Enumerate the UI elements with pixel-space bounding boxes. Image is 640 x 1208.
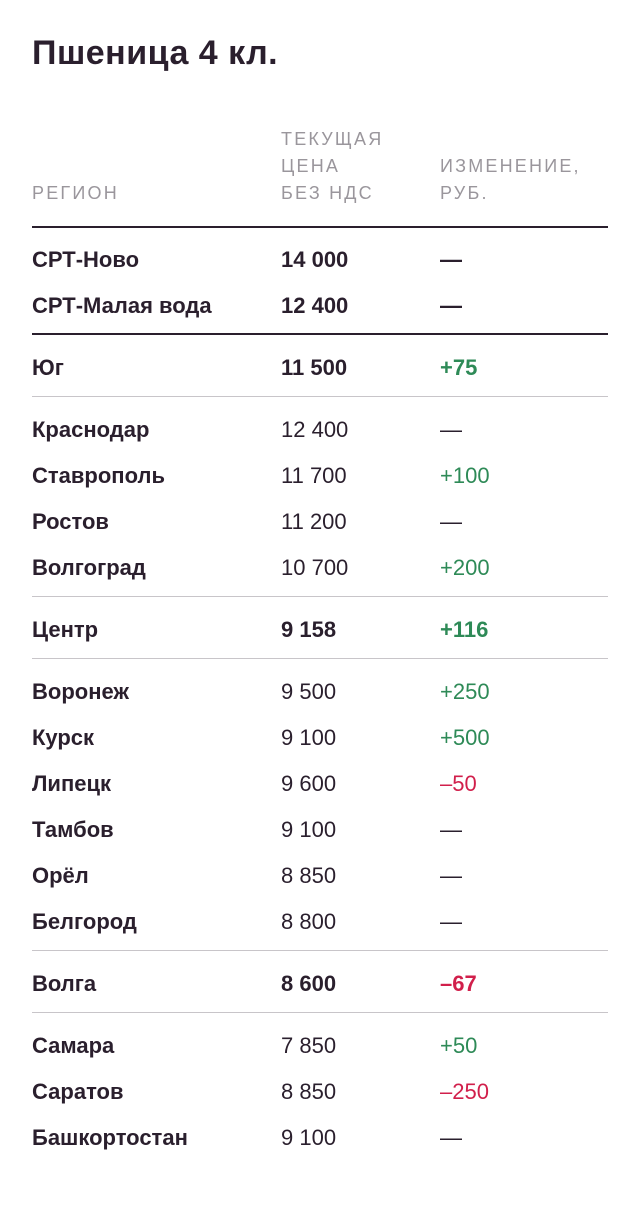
- cell-change: +75: [440, 355, 478, 380]
- table-row: Воронеж 9 500 +250: [32, 676, 608, 708]
- cell-price: 8 850: [281, 863, 337, 888]
- cell-price: 9 100: [281, 1125, 337, 1150]
- cell-change: —: [440, 417, 462, 442]
- cell-region: Юг: [32, 355, 64, 380]
- group-divider: [32, 1012, 608, 1013]
- cell-change: –250: [440, 1079, 489, 1104]
- group-divider-strong: [32, 333, 608, 335]
- cell-change: —: [440, 817, 462, 842]
- table-row: СРТ-Ново 14 000 —: [32, 244, 608, 276]
- cell-region: Саратов: [32, 1079, 124, 1104]
- table-row: Саратов 8 850 –250: [32, 1076, 608, 1108]
- cell-price: 9 500: [281, 679, 337, 704]
- cell-region: Волга: [32, 971, 97, 996]
- cell-region: Волгоград: [32, 555, 146, 580]
- cell-region: СРТ-Малая вода: [32, 293, 212, 318]
- cell-price: 11 500: [281, 355, 348, 380]
- table-row: Центр 9 158 +116: [32, 614, 608, 646]
- cell-change: —: [440, 909, 462, 934]
- cell-region: Башкортостан: [32, 1125, 188, 1150]
- header-region: РЕГИОН: [32, 183, 119, 203]
- page-title: Пшеница 4 кл.: [32, 34, 279, 72]
- cell-change: —: [440, 293, 462, 318]
- group-divider: [32, 596, 608, 597]
- cell-region: Центр: [32, 617, 99, 642]
- cell-region: Тамбов: [32, 817, 114, 842]
- cell-price: 14 000: [281, 247, 349, 272]
- cell-price: 9 600: [281, 771, 337, 796]
- table-row: Белгород 8 800 —: [32, 906, 608, 938]
- cell-price: 8 800: [281, 909, 337, 934]
- cell-region: Белгород: [32, 909, 137, 934]
- cell-change: —: [440, 1125, 462, 1150]
- table-row: Орёл 8 850 —: [32, 860, 608, 892]
- table-row: Ставрополь 11 700 +100: [32, 460, 608, 492]
- cell-change: +116: [440, 617, 489, 642]
- cell-region: Самара: [32, 1033, 115, 1058]
- cell-change: +50: [440, 1033, 478, 1058]
- cell-price: 9 158: [281, 617, 337, 642]
- cell-price: 11 200: [281, 509, 347, 534]
- cell-change: –67: [440, 971, 477, 996]
- cell-price: 12 400: [281, 417, 349, 442]
- cell-change: —: [440, 863, 462, 888]
- cell-price: 7 850: [281, 1033, 337, 1058]
- cell-region: Ростов: [32, 509, 109, 534]
- group-divider: [32, 658, 608, 659]
- cell-region: СРТ-Ново: [32, 247, 140, 272]
- header-price: ТЕКУЩАЯ ЦЕНА БЕЗ НДС: [281, 129, 384, 203]
- cell-change: –50: [440, 771, 477, 796]
- header-divider: [32, 226, 608, 228]
- cell-region: Липецк: [32, 771, 112, 796]
- table-row: Ростов 11 200 —: [32, 506, 608, 538]
- cell-change: +100: [440, 463, 490, 488]
- cell-region: Воронеж: [32, 679, 130, 704]
- table-row: Тамбов 9 100 —: [32, 814, 608, 846]
- cell-change: —: [440, 509, 462, 534]
- cell-change: +500: [440, 725, 490, 750]
- cell-region: Краснодар: [32, 417, 150, 442]
- cell-region: Курск: [32, 725, 95, 750]
- cell-price: 9 100: [281, 817, 337, 842]
- table-row: СРТ-Малая вода 12 400 —: [32, 290, 608, 322]
- cell-price: 11 700: [281, 463, 347, 488]
- cell-change: —: [440, 247, 462, 272]
- cell-price: 12 400: [281, 293, 349, 318]
- cell-price: 10 700: [281, 555, 349, 580]
- cell-price: 8 600: [281, 971, 337, 996]
- table-row: Юг 11 500 +75: [32, 352, 608, 384]
- table-row: Краснодар 12 400 —: [32, 414, 608, 446]
- cell-region: Орёл: [32, 863, 89, 888]
- cell-region: Ставрополь: [32, 463, 165, 488]
- table-row: Волгоград 10 700 +200: [32, 552, 608, 584]
- group-divider: [32, 396, 608, 397]
- cell-price: 8 850: [281, 1079, 337, 1104]
- table-row: Самара 7 850 +50: [32, 1030, 608, 1062]
- cell-price: 9 100: [281, 725, 337, 750]
- table-row: Курск 9 100 +500: [32, 722, 608, 754]
- cell-change: +250: [440, 679, 490, 704]
- group-divider: [32, 950, 608, 951]
- cell-change: +200: [440, 555, 490, 580]
- header-change: ИЗМЕНЕНИЕ, РУБ.: [440, 156, 581, 203]
- table-header: РЕГИОН ТЕКУЩАЯ ЦЕНА БЕЗ НДС ИЗМЕНЕНИЕ, Р…: [32, 121, 608, 227]
- table-row: Башкортостан 9 100 —: [32, 1122, 608, 1154]
- table-row: Липецк 9 600 –50: [32, 768, 608, 800]
- table-row: Волга 8 600 –67: [32, 968, 608, 1000]
